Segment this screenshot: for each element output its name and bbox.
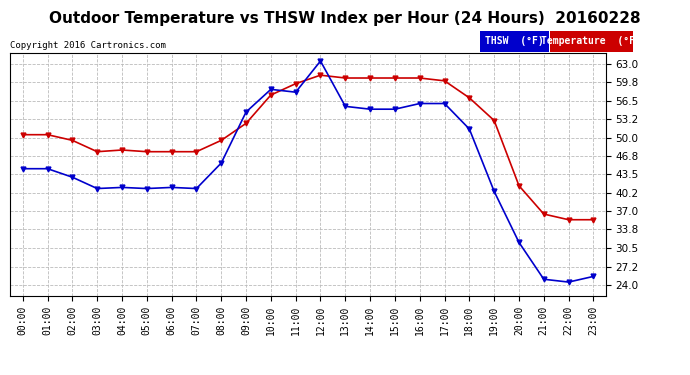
Text: Copyright 2016 Cartronics.com: Copyright 2016 Cartronics.com xyxy=(10,41,166,50)
Text: Temperature  (°F): Temperature (°F) xyxy=(542,36,641,46)
Text: Outdoor Temperature vs THSW Index per Hour (24 Hours)  20160228: Outdoor Temperature vs THSW Index per Ho… xyxy=(49,11,641,26)
Text: THSW  (°F): THSW (°F) xyxy=(484,36,544,46)
